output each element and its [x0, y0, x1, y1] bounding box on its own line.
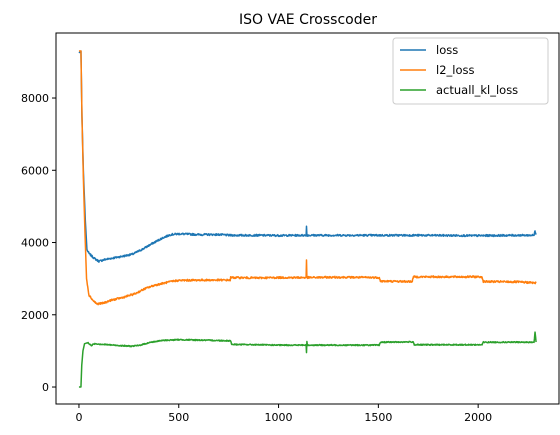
x-tick-label: 0: [75, 411, 82, 424]
x-tick-label: 1500: [364, 411, 392, 424]
legend-label: actuall_kl_loss: [436, 83, 518, 97]
x-tick-label: 1000: [265, 411, 293, 424]
y-tick-label: 0: [42, 381, 49, 394]
series-layer: [78, 50, 537, 388]
legend-label: loss: [436, 43, 458, 57]
chart-title: ISO VAE Crosscoder: [239, 12, 377, 28]
y-tick-label: 4000: [21, 237, 49, 250]
plot-frame: [55, 32, 560, 405]
y-tick-label: 6000: [21, 164, 49, 177]
x-tick-label: 2000: [464, 411, 492, 424]
series-line-actuall-kl-loss: [78, 331, 537, 388]
x-tick-label: 500: [168, 411, 189, 424]
legend-box: [392, 37, 549, 105]
y-tick-label: 2000: [21, 309, 49, 322]
x-axis: 0 500 1000 1500 2000: [75, 404, 492, 424]
y-tick-label: 8000: [21, 92, 49, 105]
y-axis: 0 2000 4000 6000 8000: [21, 92, 56, 394]
legend-label: l2_loss: [436, 63, 474, 77]
legend: loss l2_loss actuall_kl_loss: [392, 37, 549, 105]
series-line-l2-loss: [78, 50, 537, 306]
series-line-loss: [78, 50, 537, 263]
